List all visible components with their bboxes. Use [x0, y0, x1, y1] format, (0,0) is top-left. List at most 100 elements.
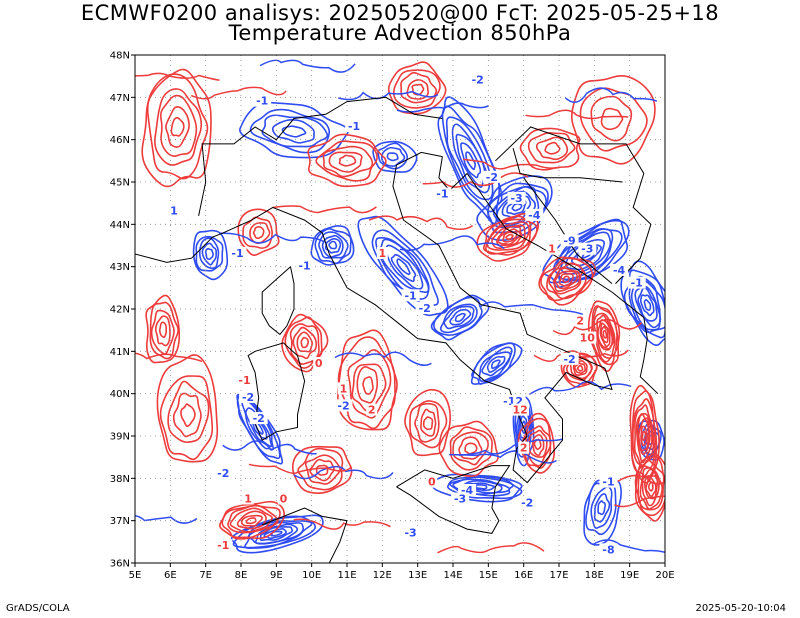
- warm-contour: [297, 447, 344, 491]
- cold-contour: [259, 59, 356, 73]
- cold-contour: [321, 234, 344, 258]
- cold-contour: [386, 152, 399, 162]
- cold-contour: [465, 151, 477, 171]
- warm-contour: [249, 222, 271, 245]
- svg-text:-1: -1: [631, 277, 643, 290]
- warm-contour: [170, 116, 185, 137]
- warm-contour: [315, 140, 378, 182]
- cold-contour: [476, 175, 553, 242]
- warm-contour: [351, 363, 387, 413]
- cold-contour: [529, 380, 632, 396]
- cold-contour: [192, 229, 229, 281]
- cold-contour: [474, 484, 488, 490]
- warm-contour: [248, 463, 353, 475]
- cold-contour: [396, 258, 411, 275]
- contour-label: -1: [253, 94, 272, 108]
- cold-contour: [478, 346, 513, 382]
- svg-text:-4: -4: [613, 264, 626, 277]
- warm-contour: [347, 349, 392, 419]
- contour-label: -2: [560, 352, 579, 366]
- svg-text:-2: -2: [217, 467, 229, 480]
- warm-contour: [634, 455, 665, 517]
- svg-text:-3: -3: [404, 526, 416, 539]
- cold-contour: [381, 146, 406, 167]
- contour-label: 1: [376, 247, 388, 260]
- svg-text:0: 0: [315, 357, 323, 370]
- warm-contour: [272, 205, 377, 214]
- warm-contour: [639, 467, 663, 510]
- warm-contour: [420, 408, 437, 437]
- contour-label: -1: [627, 276, 646, 290]
- warm-contour: [252, 226, 265, 240]
- warm-contour: [154, 88, 203, 166]
- warm-contour: [337, 329, 398, 431]
- lat-tick-label: 47N: [110, 93, 130, 104]
- warm-contour: [245, 517, 257, 525]
- warm-contour: [156, 354, 219, 463]
- warm-contour: [647, 481, 654, 492]
- cold-contour: [222, 440, 317, 455]
- warm-contour: [505, 233, 514, 241]
- cold-contour: [357, 215, 449, 317]
- svg-text:2: 2: [520, 442, 528, 455]
- warm-contour: [307, 133, 387, 188]
- contour-label: -1: [295, 259, 314, 273]
- svg-text:1: 1: [378, 247, 386, 260]
- warm-contour: [590, 95, 633, 142]
- cold-contour: [239, 101, 349, 159]
- coastline: [198, 96, 443, 217]
- cold-contour: [470, 342, 523, 385]
- lat-tick-label: 42N: [110, 305, 130, 316]
- cold-contour: [639, 294, 655, 317]
- cold-contour: [271, 119, 315, 144]
- svg-text:-1: -1: [256, 95, 268, 108]
- svg-text:12: 12: [512, 404, 527, 417]
- contour-label: -2: [415, 302, 434, 315]
- warm-contour: [315, 464, 329, 476]
- contour-label: -1: [345, 120, 364, 133]
- cold-contour: [597, 500, 606, 516]
- cold-contour: [486, 355, 506, 373]
- cold-contour: [565, 238, 606, 271]
- warm-contour: [572, 360, 588, 376]
- warm-contour: [158, 321, 168, 339]
- warm-contour: [637, 418, 650, 452]
- contour-field: [135, 59, 665, 554]
- warm-contour: [438, 420, 499, 478]
- warm-contour: [322, 145, 374, 178]
- warm-contour: [635, 412, 653, 464]
- cold-contour: [490, 359, 501, 370]
- warm-contour: [593, 312, 616, 360]
- lon-tick-label: 15E: [479, 570, 498, 581]
- warm-contour: [519, 127, 581, 171]
- svg-text:-2: -2: [486, 171, 498, 184]
- coastline: [247, 342, 306, 441]
- warm-contour: [165, 105, 190, 148]
- warm-contour: [400, 71, 438, 104]
- contour-label: 0: [426, 475, 438, 489]
- cold-contour: [564, 87, 658, 103]
- warm-contour: [172, 392, 202, 438]
- svg-text:-3: -3: [454, 493, 466, 506]
- cold-contour: [324, 237, 342, 254]
- cold-contour: [593, 493, 611, 523]
- lon-tick-label: 18E: [585, 570, 604, 581]
- svg-text:-1: -1: [231, 247, 243, 260]
- warm-contour: [558, 272, 574, 287]
- lon-tick-label: 9E: [270, 570, 283, 581]
- lon-tick-label: 10E: [302, 570, 321, 581]
- cold-contour: [254, 523, 299, 545]
- contour-label: -3: [507, 191, 526, 205]
- contour-label: -2: [249, 412, 268, 425]
- warm-contour: [634, 453, 665, 522]
- cold-contour: [328, 240, 338, 250]
- warm-contour: [463, 158, 560, 170]
- cold-contour: [553, 227, 623, 284]
- cold-contour: [218, 232, 325, 244]
- svg-text:-1: -1: [348, 120, 360, 133]
- svg-text:-1: -1: [436, 188, 448, 201]
- warm-contour: [544, 141, 561, 155]
- lat-tick-label: 40N: [110, 389, 130, 400]
- warm-contour: [452, 431, 489, 466]
- svg-text:-1: -1: [404, 289, 416, 302]
